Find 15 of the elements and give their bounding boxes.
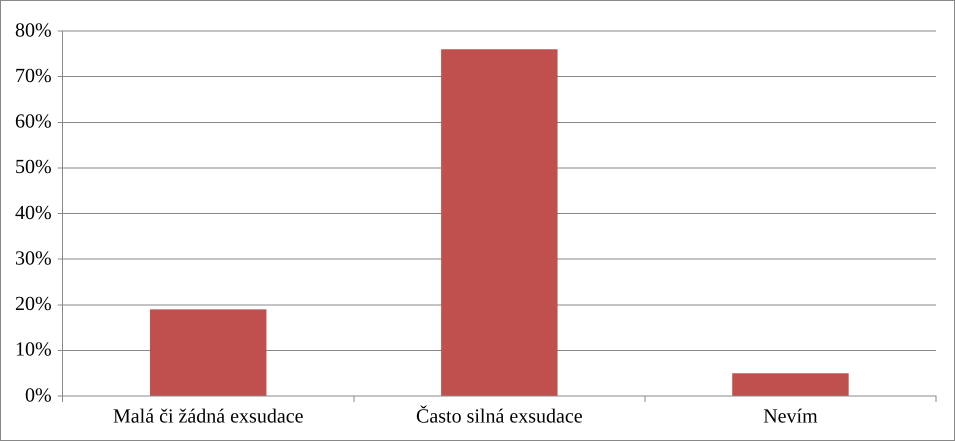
y-tick-label: 20%	[14, 293, 52, 315]
bar	[441, 49, 558, 396]
x-tick-label: Malá či žádná exsudace	[112, 405, 304, 428]
y-tick-label: 30%	[14, 247, 52, 270]
x-tick-label: Nevím	[763, 405, 818, 428]
y-tick-label: 80%	[14, 19, 52, 42]
bar	[150, 309, 266, 396]
y-tick-label: 0%	[24, 384, 52, 406]
x-tick-label: Často silná exsudace	[416, 404, 583, 428]
y-tick-label: 40%	[14, 202, 52, 224]
y-tick-label: 50%	[14, 156, 52, 178]
y-tick-label: 60%	[14, 110, 52, 132]
bar	[732, 373, 849, 396]
y-tick-label: 70%	[14, 64, 52, 87]
y-tick-label: 10%	[14, 338, 52, 361]
